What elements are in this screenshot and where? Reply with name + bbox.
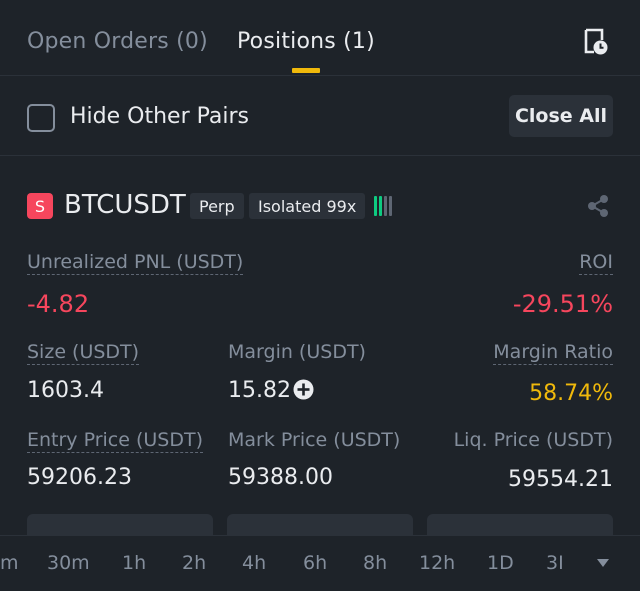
margin-value: 15.82	[228, 378, 291, 403]
short-side-badge: S	[27, 193, 53, 219]
size-value: 1603.4	[27, 378, 104, 403]
add-margin-icon[interactable]	[293, 379, 314, 400]
roi-value: -29.51%	[512, 290, 613, 318]
unrealized-pnl-label[interactable]: Unrealized PNL (USDT)	[27, 251, 244, 275]
interval-option[interactable]: 4h	[242, 552, 267, 574]
adl-indicator-icon	[374, 196, 396, 216]
more-intervals-icon[interactable]	[597, 558, 609, 568]
contract-type-tag: Perp	[190, 193, 244, 219]
position-symbol[interactable]: BTCUSDT	[64, 190, 186, 220]
hide-other-pairs-label[interactable]: Hide Other Pairs	[70, 104, 249, 129]
entry-price-value: 59206.23	[27, 465, 132, 490]
interval-option[interactable]: 8h	[363, 552, 388, 574]
interval-option[interactable]: 1D	[487, 552, 514, 574]
margin-mode-tag[interactable]: Isolated 99x	[249, 193, 366, 219]
liq-price-value: 59554.21	[508, 467, 613, 492]
positions-tab-bar: Open Orders (0) Positions (1)	[0, 0, 640, 76]
margin-ratio-label[interactable]: Margin Ratio	[493, 341, 613, 365]
unrealized-pnl-value: -4.82	[27, 290, 90, 318]
mark-price-value: 59388.00	[228, 465, 333, 490]
liq-price-label: Liq. Price (USDT)	[453, 429, 613, 451]
interval-option[interactable]: 6h	[303, 552, 328, 574]
interval-option[interactable]: 1h	[122, 552, 147, 574]
roi-label[interactable]: ROI	[579, 251, 613, 275]
interval-option[interactable]: 12h	[419, 552, 456, 574]
close-all-button[interactable]: Close All	[509, 95, 613, 137]
margin-label: Margin (USDT)	[228, 341, 366, 363]
filter-row: Hide Other Pairs Close All	[0, 76, 640, 156]
hide-other-pairs-checkbox[interactable]	[27, 104, 55, 132]
interval-option[interactable]: 30m	[47, 552, 90, 574]
tab-open-orders[interactable]: Open Orders (0)	[27, 29, 208, 54]
chart-interval-bar: m 30m 1h 2h 4h 6h 8h 12h 1D 3I	[0, 535, 640, 591]
tab-positions[interactable]: Positions (1)	[237, 29, 375, 54]
interval-option[interactable]: 2h	[182, 552, 207, 574]
size-label[interactable]: Size (USDT)	[27, 341, 140, 365]
share-icon[interactable]	[585, 193, 611, 219]
interval-option[interactable]: m	[0, 552, 19, 574]
mark-price-label: Mark Price (USDT)	[228, 429, 401, 451]
interval-option[interactable]: 3I	[546, 552, 564, 574]
active-tab-indicator	[292, 68, 320, 73]
entry-price-label[interactable]: Entry Price (USDT)	[27, 429, 204, 453]
history-clock-icon[interactable]	[583, 28, 609, 56]
margin-ratio-value: 58.74%	[529, 381, 613, 406]
